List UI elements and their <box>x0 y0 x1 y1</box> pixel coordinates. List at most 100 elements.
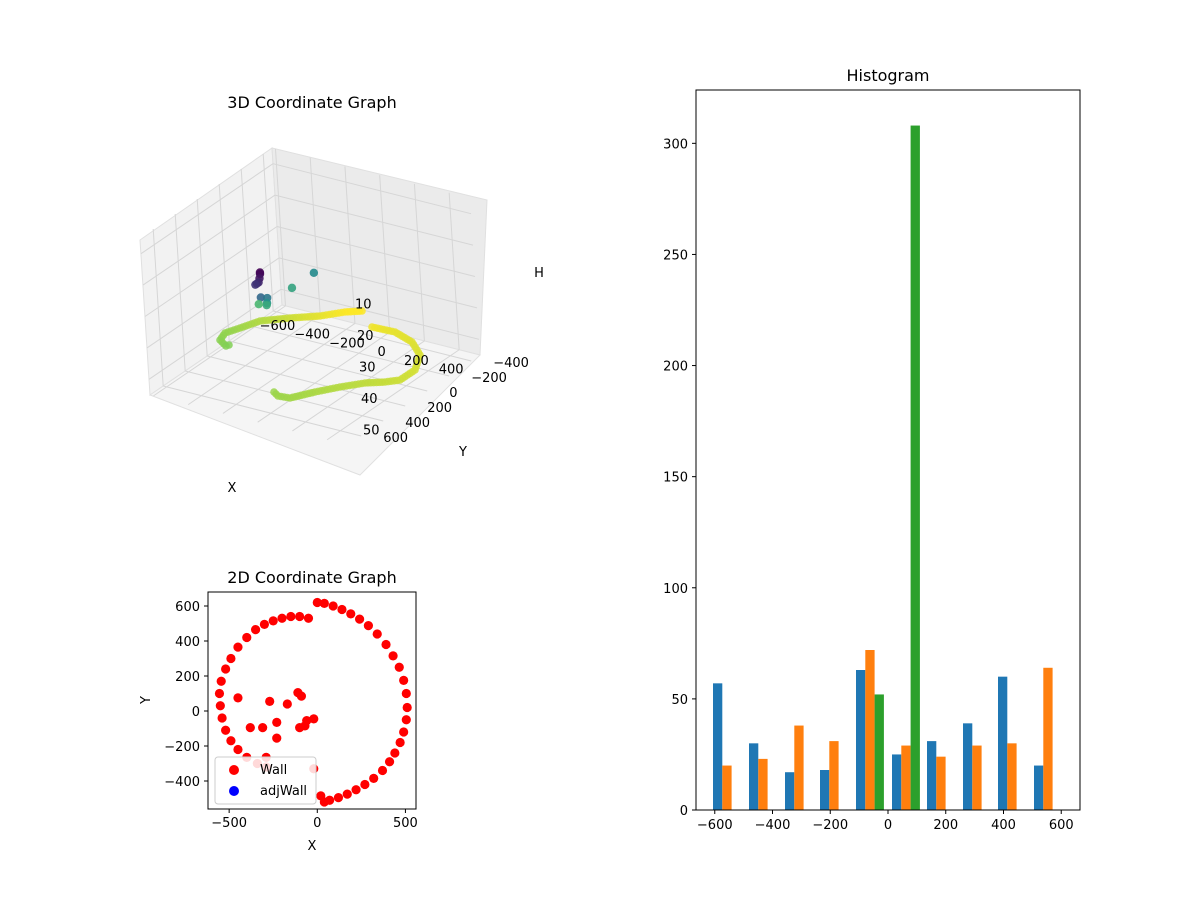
x-tick-label-2d: 500 <box>393 816 418 831</box>
y-tick-label-2d: 200 <box>175 670 200 685</box>
grid-line <box>274 194 474 246</box>
x-tick-label-3d: 200 <box>404 354 429 369</box>
scatter-point-wall <box>399 675 409 685</box>
y-tick-label-2d: 600 <box>175 600 200 615</box>
histogram-bar <box>758 758 768 810</box>
scatter-point-wall <box>303 613 314 623</box>
scatter-point-3d <box>256 293 266 302</box>
scatter-point-wall <box>215 701 225 711</box>
scatter-point-3d <box>309 268 319 278</box>
plot-2d-title: 2D Coordinate Graph <box>227 568 396 587</box>
scatter-point-wall <box>216 676 226 686</box>
scatter-point-wall <box>360 779 370 790</box>
x-tick-label-3d: −600 <box>260 319 296 334</box>
scatter-point-wall <box>346 609 356 619</box>
scatter-point-wall <box>351 785 361 795</box>
y-tick-label-2d: −200 <box>164 740 200 755</box>
grid-line <box>187 314 321 406</box>
histogram-bar <box>892 754 902 810</box>
scatter-point-wall <box>272 717 282 727</box>
scatter-point-wall <box>259 619 270 629</box>
y-tick-label-3d: 400 <box>405 416 430 431</box>
scatter-point-wall <box>300 721 310 731</box>
scatter-point-wall <box>354 614 365 624</box>
scatter-point-wall <box>402 702 412 713</box>
legend-marker-wall <box>229 765 239 775</box>
x-axis-label-2d: X <box>308 839 317 854</box>
histogram-bar <box>820 770 830 810</box>
scatter-point-wall <box>221 725 231 735</box>
grid-line <box>142 194 276 286</box>
histogram-bar <box>998 676 1008 810</box>
grid-line <box>272 163 472 215</box>
x-tick-label-hist: 400 <box>991 818 1016 833</box>
plot-2d: 2D Coordinate Graph −500 0 500 −400 −200 0 200… <box>139 568 418 854</box>
histogram-bar <box>722 765 732 810</box>
z-tick-label-3d: 30 <box>359 361 376 376</box>
scatter-point-3d <box>287 283 297 293</box>
legend-box <box>214 756 317 805</box>
legend-2d: Wall adjWall <box>214 756 317 805</box>
x-tick-label-3d: 400 <box>439 363 464 378</box>
scatter-point-wall <box>316 791 326 801</box>
plot-3d: 3D Coordinate Graph −600−400−2000200400−… <box>139 93 544 496</box>
scatter-point-wall <box>226 653 236 664</box>
z-tick-label-3d: 50 <box>363 423 380 438</box>
scatter-point-wall <box>272 733 282 743</box>
y-tick-label-3d: −400 <box>493 356 529 371</box>
x-tick-label-3d: −400 <box>294 328 330 343</box>
histogram-bar <box>1043 667 1053 810</box>
histogram-bar <box>1007 743 1017 810</box>
y-axis-label-3d: Y <box>458 445 467 460</box>
grid-line <box>326 349 460 441</box>
legend-label-adjwall: adjWall <box>260 784 307 799</box>
ticks-2d: −500 0 500 −400 −200 0 200 400 600 <box>164 600 418 831</box>
y-tick-label-hist: 300 <box>663 137 688 152</box>
histogram-bar <box>936 756 946 810</box>
scatter-point-wall <box>384 757 395 767</box>
grid-line <box>144 226 278 317</box>
scatter-point-wall <box>369 773 379 783</box>
histogram-bar <box>910 125 920 811</box>
plot-3d-title: 3D Coordinate Graph <box>227 93 396 112</box>
scatter-point-3d <box>225 341 233 349</box>
grid-line <box>207 355 406 407</box>
scatter-point-wall <box>296 691 307 701</box>
x-tick-label-2d: 0 <box>313 816 321 831</box>
scatter-point-wall <box>333 793 344 803</box>
scatter-point-wall <box>309 714 319 724</box>
x-tick-label-hist: 600 <box>1049 818 1074 833</box>
scatter-point-wall <box>390 748 400 758</box>
scatter-point-wall <box>372 629 382 639</box>
scatter-point-wall <box>319 598 329 608</box>
scatter-point-3d <box>262 300 271 310</box>
histogram-bar <box>972 745 982 810</box>
scatter-point-wall <box>312 597 322 608</box>
y-tick-label-hist: 100 <box>663 582 688 597</box>
histogram-bar <box>829 741 839 810</box>
grid-line <box>276 226 476 277</box>
scatter-point-3d <box>251 280 260 289</box>
scatter-point-3d <box>270 388 278 396</box>
x-tick-label-hist: −400 <box>755 818 791 833</box>
scatter-point-wall <box>233 642 243 652</box>
y-tick-label-hist: 0 <box>680 804 688 819</box>
scatter-point-wall <box>217 713 227 723</box>
plot-histogram: Histogram −600 −400 −200 0 200 400 600 0 50 100 15… <box>663 66 1081 833</box>
scatter-point-wall <box>226 736 236 746</box>
scatter-point-wall <box>342 789 352 799</box>
y-tick-label-3d: 600 <box>383 431 408 446</box>
scatter-point-3d <box>254 299 263 309</box>
z-tick-label-3d: 20 <box>357 329 374 344</box>
x-axis-label-3d: X <box>228 481 237 496</box>
scatter-point-wall <box>258 723 268 733</box>
histogram-bar <box>856 670 866 810</box>
scatter-point-wall <box>399 727 409 737</box>
scatter-point-wall <box>265 696 275 706</box>
scatter-point-wall <box>233 744 243 755</box>
scatter-point-wall <box>221 664 231 674</box>
z-tick-label-3d: 40 <box>361 392 378 407</box>
y-tick-label-2d: −400 <box>164 775 200 790</box>
